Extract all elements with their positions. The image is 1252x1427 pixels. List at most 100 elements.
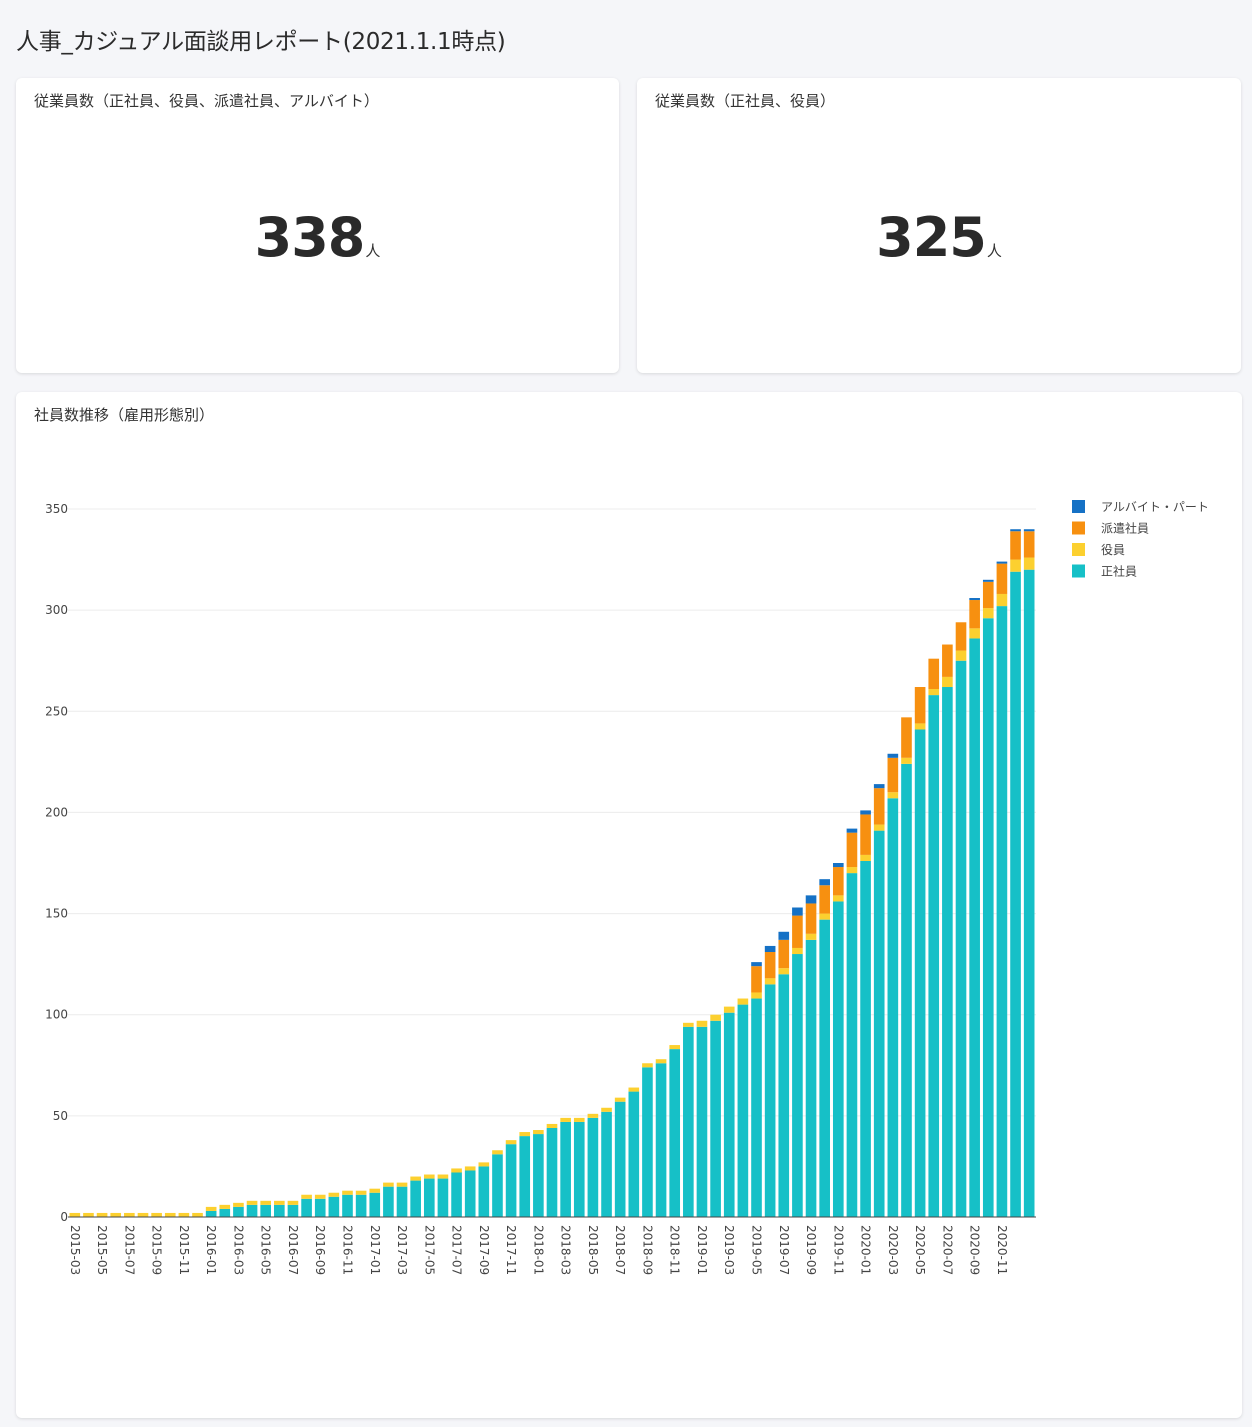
bar-segment [737, 998, 749, 1005]
bar-segment [846, 867, 858, 874]
bar-segment [369, 1188, 381, 1193]
y-tick-label: 250 [45, 704, 68, 718]
bar-segment [792, 947, 803, 955]
bar-segment [328, 1196, 340, 1217]
bar-segment [751, 962, 762, 967]
y-tick-label: 0 [60, 1210, 68, 1224]
bar-segment [805, 939, 817, 1217]
bar-segment [723, 1012, 735, 1217]
bar-segment [492, 1154, 503, 1217]
x-tick-label: 2020-11 [995, 1225, 1009, 1275]
x-tick-label: 2016-05 [259, 1225, 273, 1275]
bar-segment [914, 687, 926, 724]
kpi-display: 338人 [16, 206, 619, 269]
bar-segment [901, 757, 912, 764]
bar-segment [410, 1176, 421, 1181]
bar-segment [723, 1006, 735, 1013]
bar-segment [560, 1117, 571, 1122]
bar-segment [792, 954, 803, 1217]
bar-segment [573, 1117, 585, 1122]
bar-segment [260, 1204, 271, 1217]
bar-segment [328, 1192, 340, 1197]
bar-segment [792, 915, 803, 948]
bar-segment [942, 676, 953, 688]
page-title: 人事_カジュアル面談用レポート(2021.1.1時点) [16, 29, 506, 55]
bar-segment [846, 873, 858, 1217]
bar-segment [287, 1200, 299, 1205]
x-tick-label: 2019-09 [804, 1225, 818, 1275]
kpi-unit: 人 [986, 242, 1002, 260]
bar-segment [505, 1144, 517, 1217]
x-tick-label: 2020-07 [940, 1225, 954, 1275]
y-tick-label: 300 [45, 603, 68, 617]
x-tick-label: 2016-11 [341, 1225, 355, 1275]
bar-segment [846, 828, 858, 833]
bar-segment [560, 1121, 571, 1217]
x-tick-label: 2017-03 [395, 1225, 409, 1275]
bar-segment [846, 832, 858, 868]
bar-segment [969, 598, 980, 601]
bar-segment [942, 687, 953, 1217]
x-tick-label: 2020-05 [913, 1225, 927, 1275]
bar-segment [437, 1174, 449, 1179]
bar-segment [764, 984, 776, 1217]
y-tick-label: 150 [45, 907, 68, 921]
stacked-bar-chart: 0 50 100 150 200 250 300 350 2015-03 2015-05 2015-… [45, 500, 1209, 1275]
bar-segment [519, 1132, 531, 1137]
x-tick-label: 2019-07 [777, 1225, 791, 1275]
bar-segment [955, 660, 967, 1217]
bar-segment [710, 1020, 721, 1217]
bar-segment [546, 1123, 558, 1128]
x-tick-label: 2015-11 [177, 1225, 191, 1275]
bar-segment [587, 1113, 599, 1118]
bar-segment [860, 854, 871, 861]
bar-segment [287, 1204, 299, 1217]
legend-swatch [1072, 543, 1085, 556]
bar-segment [342, 1190, 353, 1195]
kpi-card-all-employees: 従業員数（正社員、役員、派遣社員、アルバイト） 338人 [16, 78, 619, 373]
bar-segment [873, 830, 885, 1217]
bar-segment [1010, 571, 1021, 1217]
bar-segment [451, 1172, 462, 1217]
bar-segment [710, 1014, 721, 1021]
bar-segment [110, 1212, 122, 1217]
bar-segment [996, 606, 1008, 1217]
bar-segment [982, 608, 994, 619]
bar-segment [478, 1166, 490, 1217]
bar-segment [478, 1162, 490, 1167]
bar-segment [260, 1200, 271, 1205]
x-tick-label: 2015-03 [68, 1225, 82, 1275]
bar-segment [969, 628, 980, 639]
y-tick-label: 200 [45, 805, 68, 819]
bar-segment [955, 622, 967, 651]
bar-segment [601, 1111, 612, 1217]
bar-segment [928, 695, 940, 1217]
bar-segment [860, 810, 871, 815]
bar-segment [819, 885, 830, 914]
bar-segment [1023, 529, 1035, 532]
bar-segment [969, 600, 980, 629]
bar-segment [1023, 531, 1035, 558]
bar-segment [301, 1198, 312, 1217]
x-tick-label: 2017-01 [368, 1225, 382, 1275]
bar-segment [151, 1212, 162, 1217]
bar-segment [164, 1212, 176, 1217]
bar-segment [751, 998, 762, 1217]
bar-segment [955, 650, 967, 661]
bar-segment [982, 618, 994, 1217]
bar-segment [505, 1140, 517, 1145]
bar-segment [1023, 557, 1035, 570]
kpi-value: 325 [876, 206, 987, 269]
x-tick-label: 2016-01 [204, 1225, 218, 1275]
bar-segment [751, 992, 762, 999]
bar-segment [764, 945, 776, 953]
x-tick-label: 2020-01 [859, 1225, 873, 1275]
bar-segment [778, 939, 790, 969]
x-tick-label: 2020-09 [968, 1225, 982, 1275]
bar-segment [982, 581, 994, 609]
x-tick-label: 2019-01 [695, 1225, 709, 1275]
bar-segment [205, 1210, 217, 1217]
bar-segment [628, 1091, 640, 1217]
bar-segment [819, 913, 830, 920]
bar-segment [274, 1204, 285, 1217]
